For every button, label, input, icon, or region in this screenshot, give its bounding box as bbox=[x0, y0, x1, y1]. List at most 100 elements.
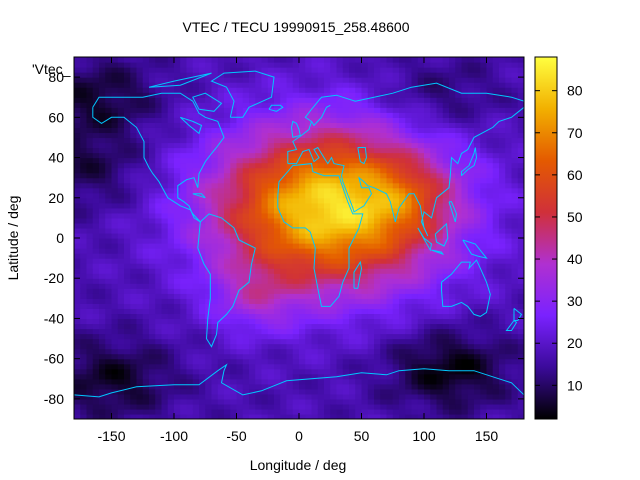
heatmap-cell bbox=[380, 112, 388, 118]
heatmap-cell bbox=[86, 318, 94, 325]
heatmap-cell bbox=[399, 368, 406, 375]
heatmap-cell bbox=[174, 298, 181, 304]
heatmap-cell bbox=[136, 142, 144, 149]
heatmap-cell bbox=[342, 167, 350, 174]
heatmap-cell bbox=[386, 232, 394, 239]
heatmap-cell bbox=[461, 62, 469, 68]
heatmap-cell bbox=[130, 222, 138, 229]
heatmap-cell bbox=[499, 167, 506, 174]
heatmap-cell bbox=[292, 253, 300, 259]
heatmap-cell bbox=[411, 107, 419, 113]
heatmap-cell bbox=[311, 62, 319, 68]
heatmap-cell bbox=[274, 162, 281, 169]
heatmap-cell bbox=[149, 263, 156, 269]
heatmap-cell bbox=[80, 333, 88, 340]
heatmap-cell bbox=[342, 263, 350, 269]
heatmap-cell bbox=[405, 197, 413, 204]
heatmap-cell bbox=[199, 248, 206, 254]
heatmap-cell bbox=[411, 67, 419, 73]
heatmap-cell bbox=[124, 202, 131, 209]
heatmap-cell bbox=[211, 192, 219, 199]
heatmap-cell bbox=[392, 313, 400, 320]
heatmap-cell bbox=[186, 87, 194, 93]
heatmap-cell bbox=[367, 308, 375, 315]
heatmap-cell bbox=[205, 77, 213, 83]
heatmap-cell bbox=[80, 273, 88, 279]
heatmap-cell bbox=[161, 77, 169, 83]
heatmap-cell bbox=[230, 248, 238, 254]
heatmap-cell bbox=[317, 313, 325, 320]
heatmap-cell bbox=[74, 92, 81, 98]
heatmap-cell bbox=[317, 192, 325, 199]
heatmap-cell bbox=[174, 172, 181, 179]
heatmap-cell bbox=[136, 248, 144, 254]
heatmap-cell bbox=[417, 227, 425, 234]
heatmap-cell bbox=[217, 368, 225, 375]
heatmap-cell bbox=[230, 358, 238, 365]
heatmap-cell bbox=[242, 413, 250, 419]
heatmap-cell bbox=[92, 142, 100, 149]
heatmap-cell bbox=[399, 187, 406, 194]
heatmap-cell bbox=[367, 147, 375, 154]
heatmap-cell bbox=[424, 313, 431, 320]
heatmap-cell bbox=[317, 348, 325, 355]
heatmap-cell bbox=[467, 243, 475, 249]
heatmap-cell bbox=[311, 207, 319, 214]
heatmap-cell bbox=[142, 82, 150, 88]
heatmap-cell bbox=[405, 77, 413, 83]
heatmap-cell bbox=[461, 212, 469, 219]
heatmap-cell bbox=[355, 358, 363, 365]
heatmap-cell bbox=[267, 323, 275, 330]
heatmap-cell bbox=[117, 172, 125, 179]
heatmap-cell bbox=[92, 263, 100, 269]
heatmap-cell bbox=[449, 222, 456, 229]
heatmap-cell bbox=[324, 328, 331, 335]
heatmap-cell bbox=[117, 177, 125, 184]
heatmap-cell bbox=[161, 403, 169, 410]
heatmap-cell bbox=[211, 217, 219, 224]
heatmap-cell bbox=[92, 97, 100, 103]
heatmap-cell bbox=[324, 67, 331, 73]
heatmap-cell bbox=[142, 207, 150, 214]
heatmap-cell bbox=[211, 268, 219, 274]
heatmap-cell bbox=[186, 167, 194, 174]
heatmap-cell bbox=[305, 202, 313, 209]
heatmap-cell bbox=[467, 323, 475, 330]
heatmap-cell bbox=[155, 192, 163, 199]
heatmap-cell bbox=[367, 328, 375, 335]
heatmap-cell bbox=[242, 338, 250, 345]
heatmap-cell bbox=[224, 308, 231, 315]
heatmap-cell bbox=[430, 408, 438, 415]
heatmap-cell bbox=[174, 157, 181, 164]
heatmap-cell bbox=[180, 202, 188, 209]
heatmap-cell bbox=[417, 288, 425, 294]
heatmap-cell bbox=[324, 162, 331, 169]
heatmap-cell bbox=[242, 408, 250, 415]
heatmap-cell bbox=[192, 353, 200, 360]
heatmap-cell bbox=[355, 212, 363, 219]
heatmap-cell bbox=[280, 212, 288, 219]
heatmap-cell bbox=[436, 157, 444, 164]
heatmap-cell bbox=[274, 87, 281, 93]
heatmap-cell bbox=[461, 217, 469, 224]
heatmap-cell bbox=[355, 57, 363, 63]
heatmap-cell bbox=[311, 122, 319, 128]
heatmap-cell bbox=[199, 102, 206, 108]
heatmap-cell bbox=[80, 263, 88, 269]
heatmap-cell bbox=[205, 248, 213, 254]
heatmap-cell bbox=[186, 368, 194, 375]
heatmap-cell bbox=[74, 77, 81, 83]
heatmap-cell bbox=[186, 268, 194, 274]
heatmap-cell bbox=[149, 172, 156, 179]
heatmap-cell bbox=[280, 238, 288, 244]
heatmap-cell bbox=[217, 408, 225, 415]
heatmap-cell bbox=[330, 338, 338, 345]
heatmap-cell bbox=[367, 333, 375, 340]
heatmap-cell bbox=[155, 112, 163, 118]
heatmap-cell bbox=[161, 182, 169, 189]
heatmap-cell bbox=[336, 177, 344, 184]
heatmap-cell bbox=[111, 182, 119, 189]
heatmap-cell bbox=[242, 263, 250, 269]
heatmap-cell bbox=[186, 343, 194, 350]
heatmap-cell bbox=[492, 313, 500, 320]
